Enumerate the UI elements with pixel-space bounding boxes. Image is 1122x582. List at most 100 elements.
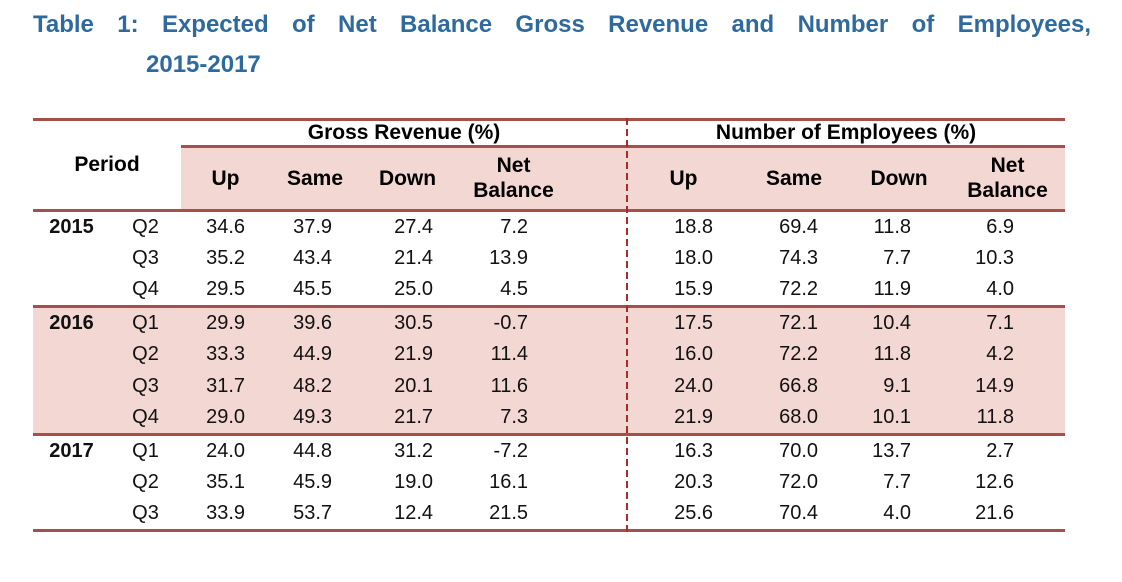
ne-up-value: 16.0 (627, 338, 741, 371)
data-table: Period Gross Revenue (%) Number of Emplo… (33, 118, 1066, 532)
gr-net-balance-value: 16.1 (455, 466, 628, 499)
ne-same-value: 70.0 (740, 433, 849, 467)
ne-up-value: 16.3 (627, 433, 741, 467)
gr-same-value: 45.5 (270, 274, 361, 307)
table-row-2015-q4: Q4 29.5 45.5 25.0 4.5 15.9 72.2 11.9 4.0 (33, 274, 1066, 307)
gr-net-balance-value: 7.2 (455, 210, 628, 243)
ne-net-balance-value: 11.8 (950, 402, 1066, 435)
ne-same-value: 72.0 (740, 466, 849, 499)
period-column-header: Period (33, 119, 182, 212)
table-row-2016-q1: 2016 Q1 29.9 39.6 30.5 -0.7 17.5 72.1 10… (33, 305, 1066, 339)
quarter-cell: Q1 (110, 433, 182, 467)
table-row-2016-q2: Q2 33.3 44.9 21.9 11.4 16.0 72.2 11.8 4.… (33, 338, 1066, 371)
gr-down-value: 27.4 (360, 210, 456, 243)
gr-same-value: 48.2 (270, 370, 361, 403)
year-cell (33, 242, 110, 275)
gr-down-value: 21.7 (360, 402, 456, 435)
year-cell (33, 466, 110, 499)
table-row-2017-q1: 2017 Q1 24.0 44.8 31.2 -7.2 16.3 70.0 13… (33, 433, 1066, 467)
ne-down-value: 7.7 (848, 242, 951, 275)
ne-up-value: 20.3 (627, 466, 741, 499)
year-cell (33, 402, 110, 435)
ne-same-header: Same (740, 146, 849, 212)
data-table-container: Period Gross Revenue (%) Number of Emplo… (33, 118, 1066, 532)
year-cell (33, 338, 110, 371)
ne-down-value: 11.9 (848, 274, 951, 307)
gr-up-value: 35.2 (181, 242, 271, 275)
gr-net-balance-value: -7.2 (455, 433, 628, 467)
year-cell (33, 370, 110, 403)
ne-net-balance-value: 7.1 (950, 305, 1066, 339)
quarter-cell: Q4 (110, 402, 182, 435)
ne-down-value: 10.1 (848, 402, 951, 435)
ne-up-value: 17.5 (627, 305, 741, 339)
group-divider-dashed-line (626, 118, 628, 532)
gr-up-value: 29.0 (181, 402, 271, 435)
ne-net-balance-value: 6.9 (950, 210, 1066, 243)
gr-up-value: 31.7 (181, 370, 271, 403)
ne-down-header: Down (848, 146, 951, 212)
ne-net-balance-value: 4.2 (950, 338, 1066, 371)
gr-down-value: 19.0 (360, 466, 456, 499)
gr-net-balance-value: 13.9 (455, 242, 628, 275)
gr-down-value: 31.2 (360, 433, 456, 467)
gr-net-balance-value: 4.5 (455, 274, 628, 307)
gr-up-value: 35.1 (181, 466, 271, 499)
ne-same-value: 72.2 (740, 338, 849, 371)
table-row-2015-q3: Q3 35.2 43.4 21.4 13.9 18.0 74.3 7.7 10.… (33, 242, 1066, 275)
table-row-2015-q2: 2015 Q2 34.6 37.9 27.4 7.2 18.8 69.4 11.… (33, 210, 1066, 243)
ne-down-value: 4.0 (848, 498, 951, 531)
ne-down-value: 9.1 (848, 370, 951, 403)
ne-net-balance-header: Net Balance (950, 146, 1066, 212)
quarter-cell: Q2 (110, 338, 182, 371)
quarter-cell: Q1 (110, 305, 182, 339)
gr-up-value: 33.3 (181, 338, 271, 371)
ne-same-value: 70.4 (740, 498, 849, 531)
gr-up-value: 29.5 (181, 274, 271, 307)
ne-net-balance-value: 2.7 (950, 433, 1066, 467)
ne-down-value: 7.7 (848, 466, 951, 499)
gr-same-value: 53.7 (270, 498, 361, 531)
ne-net-balance-value: 12.6 (950, 466, 1066, 499)
ne-same-value: 66.8 (740, 370, 849, 403)
gr-net-balance-header: Net Balance (455, 146, 628, 212)
gr-same-value: 44.9 (270, 338, 361, 371)
gr-same-header: Same (270, 146, 361, 212)
ne-up-value: 15.9 (627, 274, 741, 307)
ne-up-value: 24.0 (627, 370, 741, 403)
gr-down-value: 21.4 (360, 242, 456, 275)
year-cell: 2017 (33, 433, 110, 467)
year-cell (33, 274, 110, 307)
ne-same-value: 74.3 (740, 242, 849, 275)
gr-up-value: 34.6 (181, 210, 271, 243)
year-cell: 2016 (33, 305, 110, 339)
gr-down-value: 12.4 (360, 498, 456, 531)
ne-net-balance-value: 10.3 (950, 242, 1066, 275)
gr-up-value: 29.9 (181, 305, 271, 339)
ne-down-value: 10.4 (848, 305, 951, 339)
ne-net-balance-value: 4.0 (950, 274, 1066, 307)
ne-same-value: 68.0 (740, 402, 849, 435)
table-title-line2: 2015-2017 (146, 51, 261, 78)
gr-down-value: 20.1 (360, 370, 456, 403)
gr-same-value: 39.6 (270, 305, 361, 339)
quarter-cell: Q3 (110, 242, 182, 275)
gr-down-header: Down (360, 146, 456, 212)
table-row-2017-q2: Q2 35.1 45.9 19.0 16.1 20.3 72.0 7.7 12.… (33, 466, 1066, 499)
gr-net-balance-value: 21.5 (455, 498, 628, 531)
table-row-2017-q3: Q3 33.9 53.7 12.4 21.5 25.6 70.4 4.0 21.… (33, 498, 1066, 531)
gr-down-value: 25.0 (360, 274, 456, 307)
ne-same-value: 69.4 (740, 210, 849, 243)
year-cell (33, 498, 110, 531)
gr-same-value: 44.8 (270, 433, 361, 467)
gr-net-balance-value: 7.3 (455, 402, 628, 435)
gr-net-balance-value: -0.7 (455, 305, 628, 339)
ne-up-value: 18.0 (627, 242, 741, 275)
quarter-cell: Q3 (110, 370, 182, 403)
employees-group-header: Number of Employees (%) (627, 119, 1066, 148)
ne-up-value: 25.6 (627, 498, 741, 531)
table-row-2016-q4: Q4 29.0 49.3 21.7 7.3 21.9 68.0 10.1 11.… (33, 402, 1066, 435)
table-row-2016-q3: Q3 31.7 48.2 20.1 11.6 24.0 66.8 9.1 14.… (33, 370, 1066, 403)
gr-same-value: 43.4 (270, 242, 361, 275)
table-title: Table 1: Expected of Net Balance Gross R… (33, 10, 1091, 80)
